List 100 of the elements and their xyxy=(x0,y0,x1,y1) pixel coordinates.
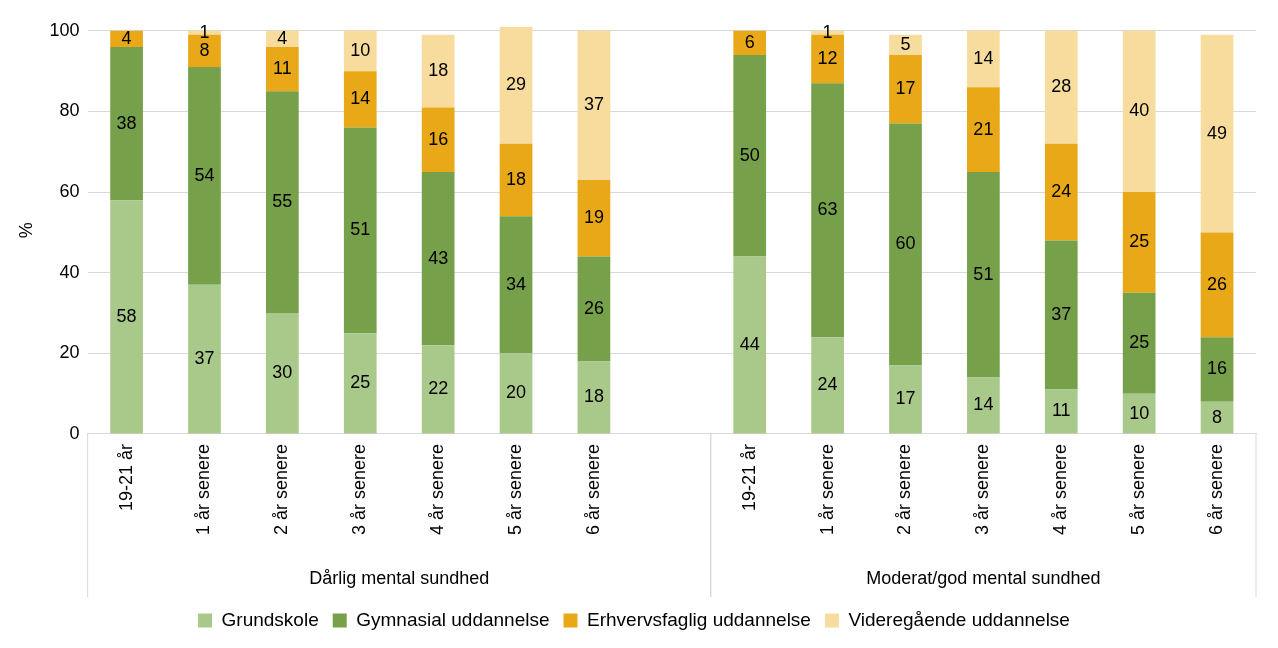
y-tick-label: 100 xyxy=(49,19,80,40)
data-label: 14 xyxy=(973,48,994,69)
bar xyxy=(421,171,455,346)
bar xyxy=(343,333,377,434)
bar xyxy=(1200,232,1234,338)
data-label: 6 xyxy=(744,31,755,52)
bar xyxy=(889,365,922,434)
legend-label: Gymnasial uddannelse xyxy=(356,608,550,630)
bar xyxy=(889,123,922,366)
legend-label: Erhvervsfaglig uddannelse xyxy=(587,608,811,630)
bar xyxy=(1044,30,1078,144)
data-label: 12 xyxy=(817,48,838,69)
bar xyxy=(110,46,143,201)
data-label: 40 xyxy=(1129,100,1150,121)
y-tick-label: 0 xyxy=(69,422,80,443)
data-label: 1 xyxy=(822,21,833,42)
data-label: 29 xyxy=(506,74,527,95)
bar xyxy=(733,55,767,257)
x-tick-label: 4 år senere xyxy=(427,443,448,536)
bar xyxy=(1044,389,1078,434)
bar xyxy=(110,200,143,434)
bar xyxy=(266,91,299,314)
x-tick-label: 2 år senere xyxy=(271,443,292,536)
bar xyxy=(889,55,922,124)
data-label: 51 xyxy=(350,219,371,240)
bar xyxy=(188,284,221,434)
data-label: 16 xyxy=(428,128,449,149)
bar xyxy=(967,377,1000,434)
data-label: 24 xyxy=(817,374,838,395)
bar xyxy=(343,127,377,334)
bar xyxy=(967,171,1000,378)
data-label: 28 xyxy=(1051,76,1072,97)
text: Moderat/god mental sundhed xyxy=(866,567,1101,588)
data-label: 8 xyxy=(199,39,210,60)
legend-label: Grundskole xyxy=(221,608,319,630)
data-label: 54 xyxy=(194,164,215,185)
y-tick-label: 80 xyxy=(59,100,80,121)
data-label: 11 xyxy=(1051,400,1071,421)
bar xyxy=(266,313,299,434)
bar xyxy=(811,83,844,338)
data-label: 43 xyxy=(428,247,449,268)
bar xyxy=(733,30,767,56)
data-label: 26 xyxy=(583,297,604,318)
x-tick-label: 6 år senere xyxy=(1206,443,1227,536)
bar xyxy=(1122,30,1156,193)
x-tick-label: 6 år senere xyxy=(582,443,603,536)
bar xyxy=(499,26,533,144)
x-tick-label: 19-21 år xyxy=(738,443,759,511)
bar xyxy=(577,30,611,180)
bar xyxy=(343,30,377,72)
x-tick-label: 1 år senere xyxy=(816,443,837,536)
data-label: 1 xyxy=(199,21,210,42)
data-label: 17 xyxy=(895,78,916,99)
data-label: 20 xyxy=(506,382,527,403)
x-tick-label: 1 år senere xyxy=(193,443,214,536)
data-label: 51 xyxy=(973,263,994,284)
data-label: 37 xyxy=(1051,304,1072,324)
x-tick-label: 4 år senere xyxy=(1050,443,1071,536)
bar xyxy=(967,87,1000,172)
bar xyxy=(1044,240,1078,390)
data-label: 10 xyxy=(1129,402,1150,423)
data-label: 4 xyxy=(277,27,288,48)
data-label: 49 xyxy=(1207,122,1228,143)
bar xyxy=(343,71,377,128)
data-label: 25 xyxy=(1129,332,1150,353)
data-label: 18 xyxy=(506,168,527,189)
x-tick-label: 3 år senere xyxy=(972,443,993,536)
bar xyxy=(421,107,455,172)
bar xyxy=(577,256,611,362)
x-tick-label: 19-21 år xyxy=(115,443,136,511)
bar xyxy=(266,46,299,92)
x-tick-label: 5 år senere xyxy=(1128,443,1149,536)
y-tick-label: 60 xyxy=(59,181,80,202)
bar xyxy=(499,216,533,354)
bar xyxy=(577,179,611,257)
x-tick-label: 5 år senere xyxy=(505,443,525,536)
x-tick-label: 3 år senere xyxy=(349,443,370,536)
x-tick-label: 2 år senere xyxy=(894,443,915,536)
data-label: 5 xyxy=(900,33,911,54)
text: Dårlig mental sundhed xyxy=(309,567,490,588)
bar xyxy=(499,143,533,217)
bar xyxy=(733,256,767,434)
bar xyxy=(421,345,455,434)
bar xyxy=(577,361,611,434)
bar xyxy=(499,353,533,434)
y-tick-label: 40 xyxy=(59,261,80,282)
bar xyxy=(1200,337,1234,402)
data-label: 21 xyxy=(973,118,994,139)
data-label: 22 xyxy=(428,378,449,399)
data-label: 55 xyxy=(272,191,293,212)
bar xyxy=(1122,192,1156,293)
data-label: 37 xyxy=(583,94,604,115)
data-label: 14 xyxy=(350,88,371,109)
data-label: 37 xyxy=(194,348,215,369)
bar xyxy=(421,34,455,108)
bar xyxy=(1122,292,1156,394)
data-label: 50 xyxy=(739,144,760,165)
data-label: 58 xyxy=(116,305,137,326)
data-label: 10 xyxy=(350,39,371,60)
bar xyxy=(811,337,844,434)
